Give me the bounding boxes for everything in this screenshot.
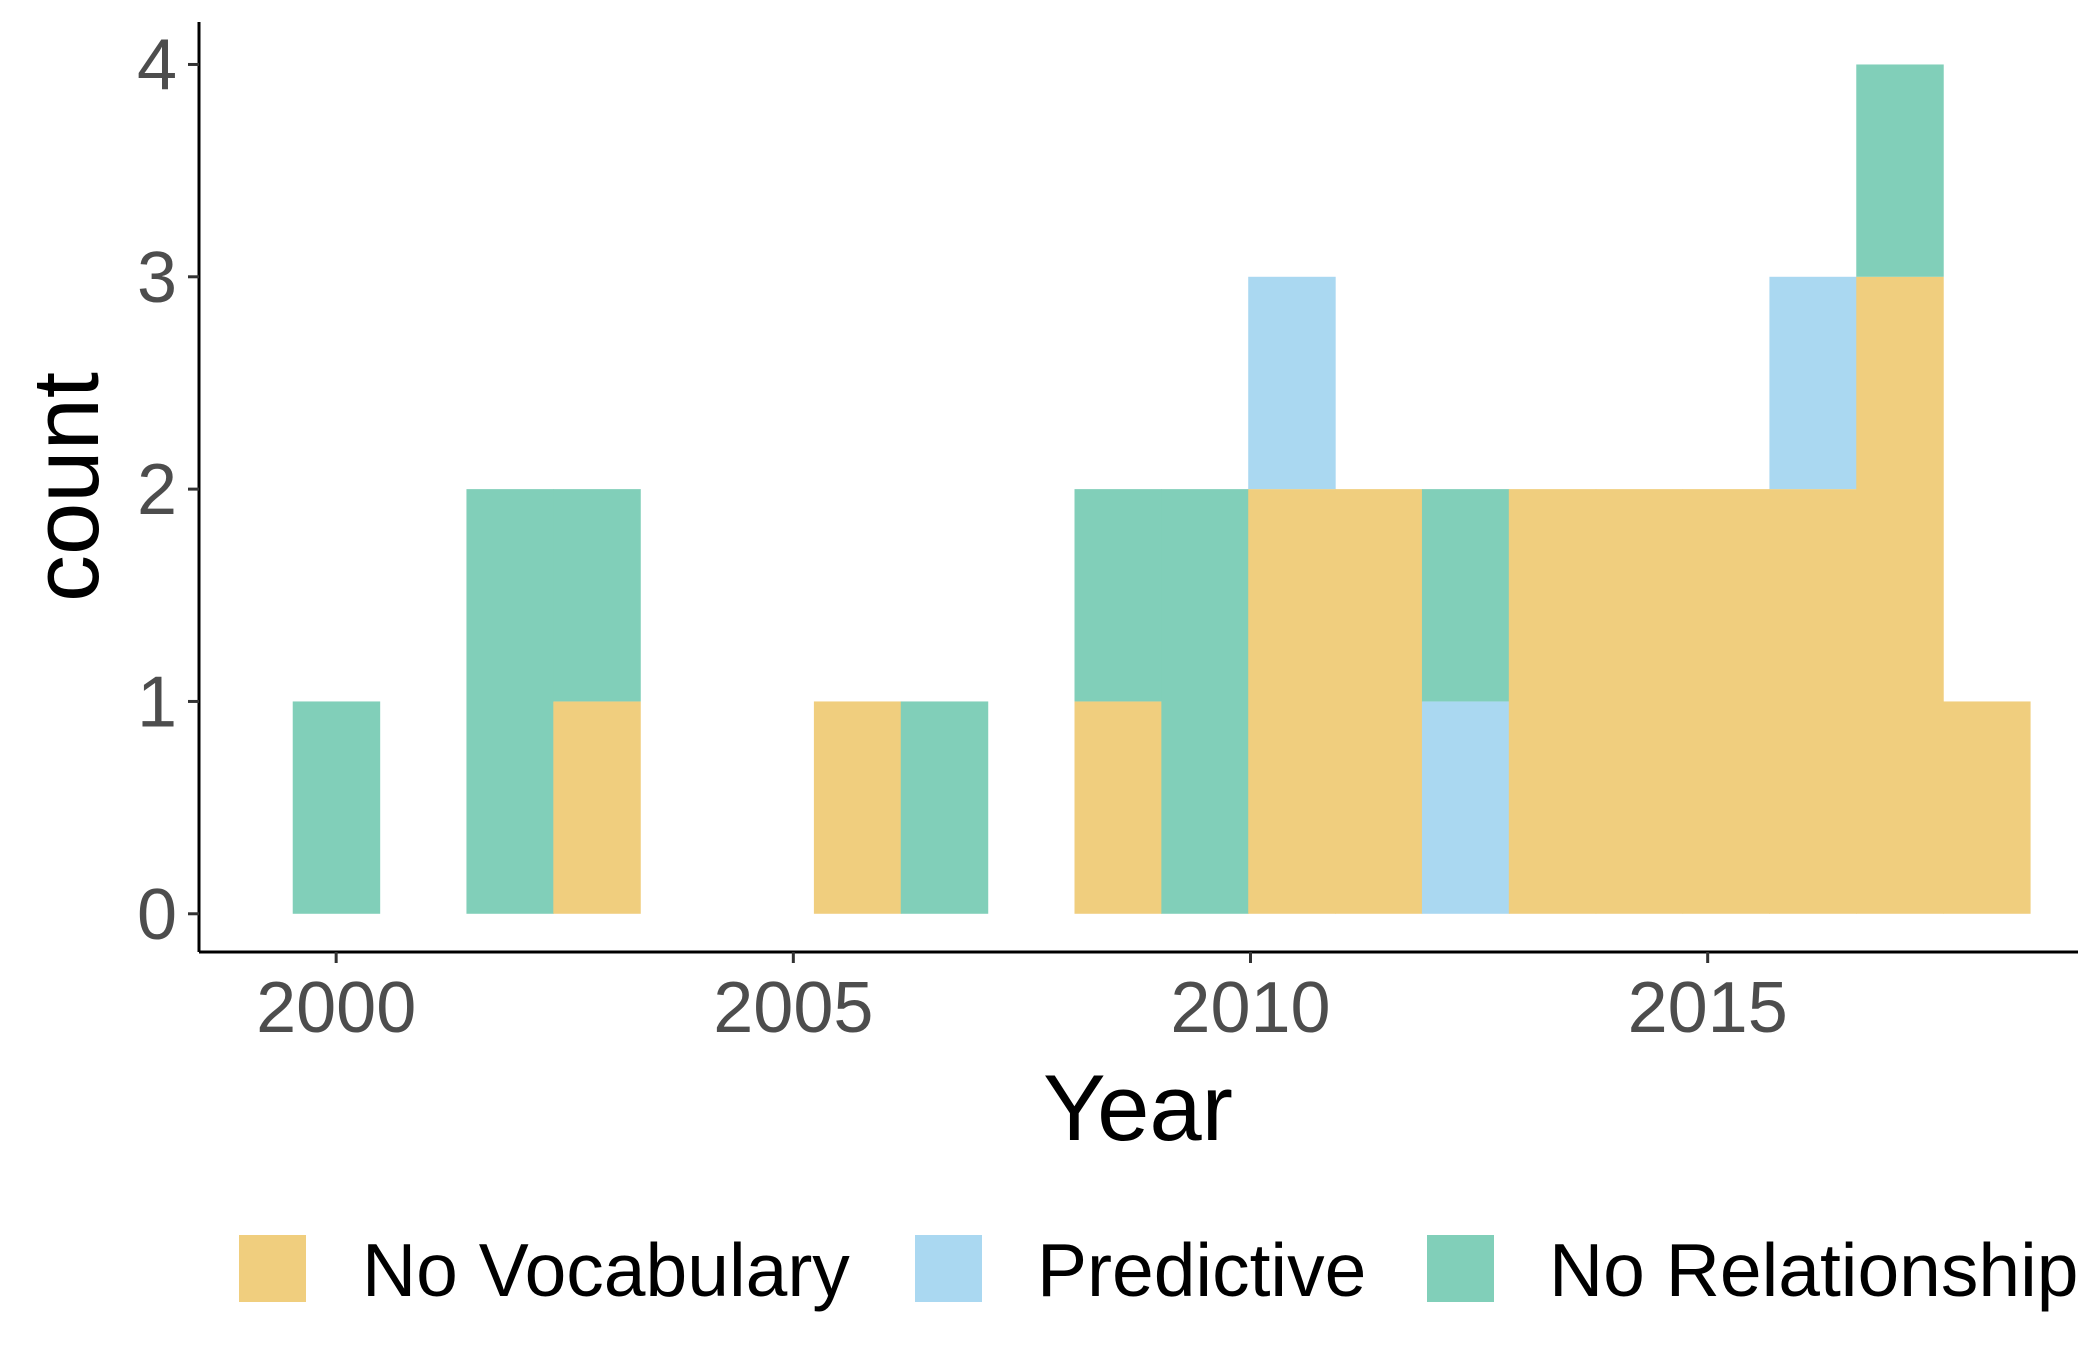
bar-no-relationship-5	[1074, 489, 1162, 702]
bar-no-relationship-9	[1421, 489, 1510, 702]
x-ticks-group: 2000 2005 2010 2015	[256, 952, 1788, 1048]
legend-key-predictive	[915, 1235, 982, 1302]
legend: No Vocabulary Predictive No Relationship	[239, 1228, 2078, 1312]
bar-no-vocabulary-15	[1943, 701, 2031, 914]
bar-no-vocabulary-7	[1248, 489, 1336, 914]
bar-predictive-9	[1421, 701, 1510, 914]
bar-no-vocabulary-8	[1335, 489, 1423, 914]
bar-no-vocabulary-2	[553, 701, 641, 914]
legend-label-no-relationship: No Relationship	[1549, 1228, 2078, 1312]
bar-no-relationship-0	[292, 701, 381, 914]
bar-no-vocabulary-12	[1682, 489, 1770, 914]
bar-no-relationship-2	[553, 489, 641, 702]
bar-no-relationship-6	[1161, 489, 1249, 914]
bar-no-vocabulary-3	[813, 701, 902, 914]
bar-no-vocabulary-10	[1508, 489, 1597, 914]
y-tick-label: 4	[137, 25, 177, 105]
bar-no-relationship-1	[466, 489, 554, 914]
bars-group	[292, 64, 2031, 914]
legend-label-no-vocabulary: No Vocabulary	[362, 1228, 850, 1312]
bar-no-vocabulary-14	[1856, 276, 1944, 914]
legend-key-no-vocabulary	[239, 1235, 306, 1302]
y-tick-label: 2	[137, 450, 177, 530]
legend-key-no-relationship	[1427, 1235, 1494, 1302]
x-axis-title: Year	[1043, 1055, 1233, 1160]
legend-label-predictive: Predictive	[1037, 1228, 1366, 1312]
y-tick-label: 3	[137, 238, 177, 318]
y-tick-label: 1	[137, 662, 177, 742]
y-ticks-group: 0 1 2 3 4	[137, 25, 199, 955]
x-tick-label: 2000	[256, 968, 416, 1048]
bar-predictive-13	[1769, 276, 1857, 490]
y-tick-label: 0	[137, 875, 177, 955]
x-tick-label: 2015	[1628, 968, 1788, 1048]
bar-no-vocabulary-13	[1769, 489, 1857, 914]
x-tick-label: 2010	[1170, 968, 1330, 1048]
bar-no-vocabulary-11	[1595, 489, 1684, 914]
bar-no-relationship-4	[900, 701, 989, 914]
x-tick-label: 2005	[713, 968, 873, 1048]
y-axis-title: count	[13, 372, 118, 602]
bar-no-vocabulary-5	[1074, 701, 1162, 914]
bar-no-relationship-14	[1856, 64, 1944, 277]
bar-predictive-7	[1248, 276, 1336, 490]
